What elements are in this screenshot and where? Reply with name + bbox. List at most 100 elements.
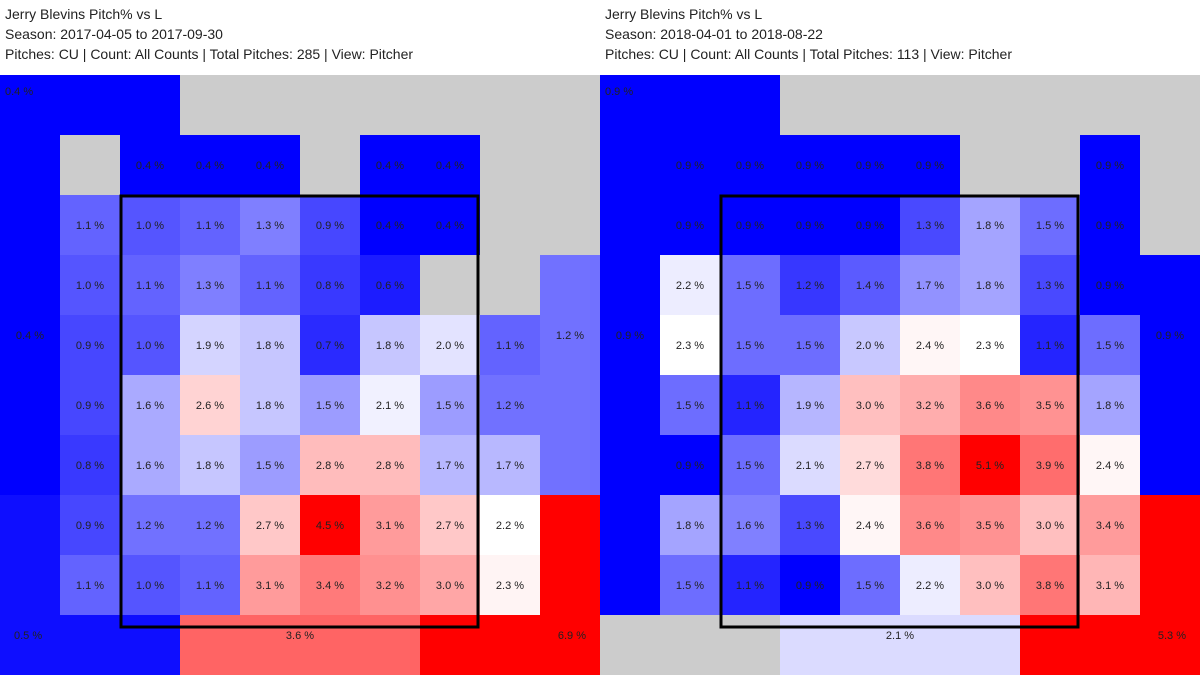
outer-zone-label: 0.4 % [5, 86, 33, 98]
cell-label: 0.9 % [736, 220, 764, 232]
heatmap-cell [900, 135, 960, 195]
heatmap-cell [900, 495, 960, 555]
heatmap-cell [420, 315, 480, 375]
cell-label: 1.8 % [256, 340, 284, 352]
cell-label: 0.9 % [796, 220, 824, 232]
heatmap-cell [60, 555, 120, 615]
heatmap-cell [720, 255, 780, 315]
heatmap-cell [180, 195, 240, 255]
heatmap-cell [660, 435, 720, 495]
cell-label: 0.9 % [676, 220, 704, 232]
cell-label: 3.0 % [1036, 520, 1064, 532]
cell-label: 3.0 % [436, 580, 464, 592]
heatmap-cell [420, 375, 480, 435]
heatmap-svg: 0.4 % 0.4 % 0.4 % 0.4 % 0.4 % 1.1 % 1.0 % 1.1 %… [0, 75, 600, 675]
heatmap-cell [240, 315, 300, 375]
cell-label: 1.1 % [76, 580, 104, 592]
strike-zone-box [719, 194, 1080, 629]
cell-label: 1.5 % [736, 340, 764, 352]
cell-label: 2.4 % [856, 520, 884, 532]
outer-zone-left [0, 255, 60, 495]
heatmap-cell [960, 375, 1020, 435]
outer-zone-label: 0.9 % [605, 86, 633, 98]
heatmap-cell [660, 135, 720, 195]
cell-label: 2.2 % [916, 580, 944, 592]
heatmap-cell [120, 135, 180, 195]
heatmap-cell [300, 435, 360, 495]
heatmap-cell [1080, 435, 1140, 495]
cell-label: 1.5 % [796, 340, 824, 352]
cell-label: 2.6 % [196, 400, 224, 412]
heatmap-cells [660, 135, 1140, 615]
heatmap-grid: 0.9 % 0.9 % 0.9 % 0.9 % 0.9 % 0.9 % 0.9 % 0.9 %… [600, 75, 1200, 675]
cell-label: 1.2 % [196, 520, 224, 532]
cell-label: 1.8 % [256, 400, 284, 412]
cell-label: 3.0 % [856, 400, 884, 412]
cell-label: 0.9 % [676, 160, 704, 172]
cell-label: 3.1 % [376, 520, 404, 532]
cell-label: 3.8 % [916, 460, 944, 472]
cell-label: 0.4 % [376, 220, 404, 232]
season-line: Season: 2018-04-01 to 2018-08-22 [605, 26, 823, 42]
heatmap-cell [300, 555, 360, 615]
cell-label: 3.2 % [376, 580, 404, 592]
cell-label: 1.5 % [256, 460, 284, 472]
cell-label: 3.9 % [1036, 460, 1064, 472]
outer-zone-right [1140, 255, 1200, 495]
strike-zone-box [119, 194, 480, 629]
cell-label: 1.5 % [676, 400, 704, 412]
cell-label: 0.9 % [916, 160, 944, 172]
outer-zone-label: 1.2 % [556, 330, 584, 342]
cell-label: 1.3 % [916, 220, 944, 232]
cell-label: 2.4 % [1096, 460, 1124, 472]
heatmap-cell [720, 555, 780, 615]
cell-label: 1.0 % [76, 280, 104, 292]
heatmap-cell [1080, 555, 1140, 615]
heatmap-cell [120, 315, 180, 375]
cell-labels: 0.4 % 0.4 % 0.4 % 0.4 % 0.4 % 1.1 % 1.0 % 1.1 %… [5, 86, 586, 642]
cell-label: 3.2 % [916, 400, 944, 412]
heatmap-cell [1020, 315, 1080, 375]
cell-label: 1.8 % [1096, 400, 1124, 412]
outer-zone-label: 3.6 % [286, 630, 314, 642]
heatmap-cell [1080, 315, 1140, 375]
heatmap-cell [720, 195, 780, 255]
heatmap-cell [240, 135, 300, 195]
cell-label: 3.4 % [316, 580, 344, 592]
cell-label: 5.1 % [976, 460, 1004, 472]
cell-label: 2.8 % [376, 460, 404, 472]
heatmap-cell [900, 375, 960, 435]
cell-label: 0.4 % [436, 160, 464, 172]
cell-label: 0.6 % [376, 280, 404, 292]
heatmap-cell [480, 315, 540, 375]
outer-zone-label: 0.5 % [14, 630, 42, 642]
cell-label: 1.8 % [976, 220, 1004, 232]
chart-title: Jerry Blevins Pitch% vs L [5, 6, 163, 22]
cell-label: 1.6 % [136, 400, 164, 412]
heatmap-cell [60, 255, 120, 315]
heatmap-cell [420, 435, 480, 495]
cell-label: 1.8 % [976, 280, 1004, 292]
cell-label: 1.7 % [496, 460, 524, 472]
heatmap-cell [840, 315, 900, 375]
cell-label: 0.8 % [316, 280, 344, 292]
heatmap-cell [120, 495, 180, 555]
heatmap-cell [240, 255, 300, 315]
cell-label: 1.0 % [136, 340, 164, 352]
cell-label: 4.5 % [316, 520, 344, 532]
cell-label: 1.9 % [796, 400, 824, 412]
heatmap-cell [420, 135, 480, 195]
heatmap-cell [300, 255, 360, 315]
heatmap-cell [900, 315, 960, 375]
outer-zone-label: 5.3 % [1158, 630, 1186, 642]
cell-label: 1.5 % [436, 400, 464, 412]
outer-zone-label: 0.9 % [1156, 330, 1184, 342]
cell-label: 3.1 % [256, 580, 284, 592]
heatmap-cell [960, 255, 1020, 315]
cell-label: 2.1 % [376, 400, 404, 412]
heatmap-grid: 0.4 % 0.4 % 0.4 % 0.4 % 0.4 % 1.1 % 1.0 % 1.1 %… [0, 75, 600, 675]
heatmap-cell [840, 195, 900, 255]
cell-label: 0.9 % [1096, 220, 1124, 232]
filter-line: Pitches: CU | Count: All Counts | Total … [5, 46, 414, 62]
cell-label: 2.3 % [496, 580, 524, 592]
